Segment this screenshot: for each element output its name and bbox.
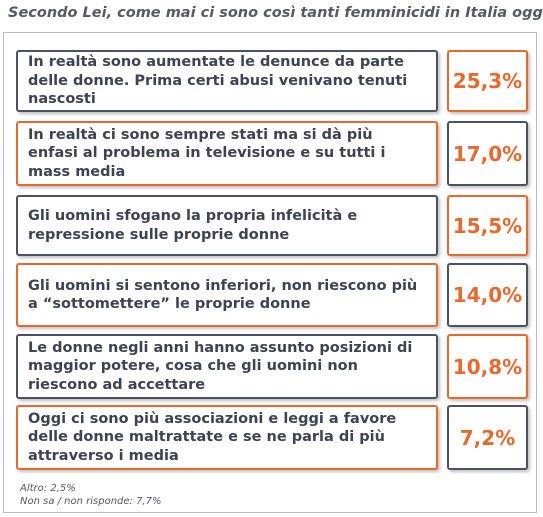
answer-percentage: 7,2%	[447, 405, 528, 470]
answer-percentage: 15,5%	[447, 195, 528, 256]
answer-row: In realtà sono aumentate le denunce da p…	[16, 50, 528, 112]
question-title: Secondo Lei, come mai ci sono così tanti…	[8, 5, 543, 21]
answer-row: Gli uomini sfogano la propria infelicità…	[16, 195, 528, 256]
answer-text: In realtà sono aumentate le denunce da p…	[16, 50, 438, 112]
footer-line: Altro: 2,5%	[20, 483, 76, 494]
answer-percentage: 17,0%	[447, 121, 528, 186]
answer-text: Oggi ci sono più associazioni e leggi a …	[16, 405, 438, 470]
answer-row: Gli uomini si sentono inferiori, non rie…	[16, 263, 528, 327]
footer: Altro: 2,5% Non sa / non risponde: 7,7%	[20, 482, 162, 508]
answer-text: Gli uomini sfogano la propria infelicità…	[16, 195, 438, 256]
answer-text: Le donne negli anni hanno assunto posizi…	[16, 334, 438, 399]
answer-percentage: 14,0%	[447, 263, 528, 327]
answer-row: Le donne negli anni hanno assunto posizi…	[16, 334, 528, 399]
answer-percentage: 10,8%	[447, 334, 528, 399]
answer-row: Oggi ci sono più associazioni e leggi a …	[16, 405, 528, 470]
footer-line: Non sa / non risponde: 7,7%	[20, 496, 162, 507]
answer-text: In realtà ci sono sempre stati ma si dà …	[16, 121, 438, 186]
answer-text: Gli uomini si sentono inferiori, non rie…	[16, 263, 438, 327]
answer-row: In realtà ci sono sempre stati ma si dà …	[16, 121, 528, 186]
answer-percentage: 25,3%	[447, 50, 528, 112]
frame	[3, 32, 537, 513]
